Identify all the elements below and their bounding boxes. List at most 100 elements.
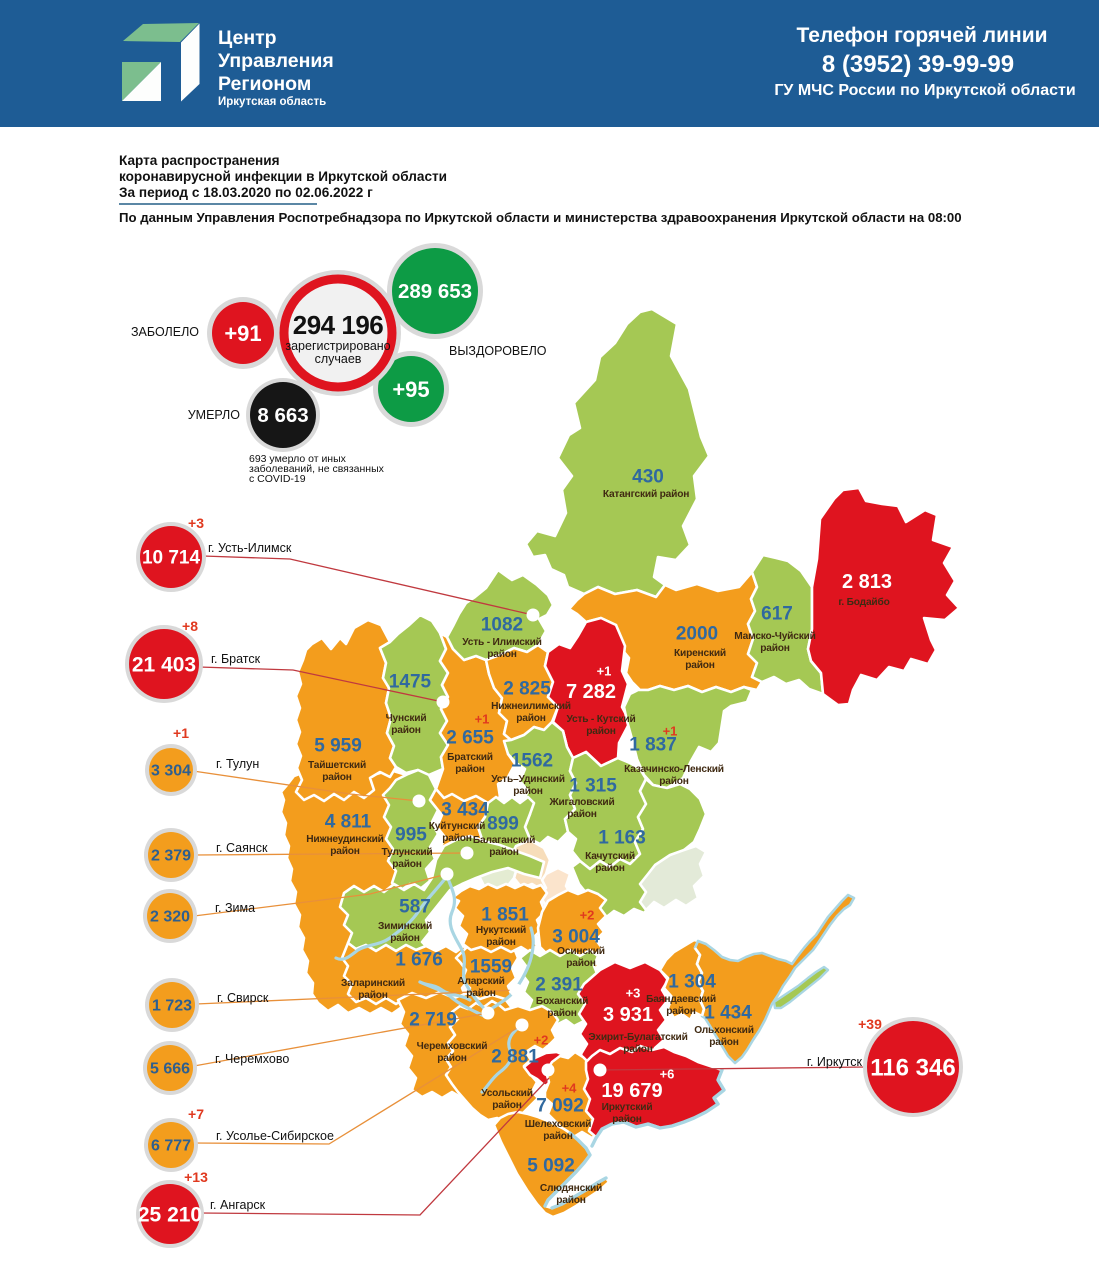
svg-text:899: 899	[487, 814, 519, 835]
svg-text:3 304: 3 304	[151, 763, 191, 780]
svg-text:+4: +4	[562, 1081, 578, 1096]
svg-text:с COVID-19: с COVID-19	[249, 473, 306, 485]
svg-text:5 959: 5 959	[314, 736, 362, 757]
svg-text:1 851: 1 851	[481, 905, 529, 926]
svg-text:8 (3952) 39-99-99: 8 (3952) 39-99-99	[822, 51, 1014, 78]
svg-text:Центр: Центр	[218, 27, 277, 49]
svg-text:5 666: 5 666	[150, 1061, 190, 1078]
svg-text:+2: +2	[580, 908, 595, 923]
svg-text:Нижнеудинский: Нижнеудинский	[306, 834, 384, 845]
svg-text:2 719: 2 719	[409, 1010, 457, 1031]
svg-text:Заларинский: Заларинский	[341, 978, 405, 989]
svg-text:Усть - Кутский: Усть - Кутский	[566, 714, 635, 725]
svg-text:Братский: Братский	[447, 752, 493, 763]
svg-text:район: район	[455, 764, 485, 775]
svg-text:2 825: 2 825	[503, 679, 551, 700]
svg-text:+2: +2	[534, 1033, 549, 1048]
svg-text:район: район	[390, 933, 420, 944]
svg-text:район: район	[489, 847, 519, 858]
svg-text:Казачинско-Ленский: Казачинско-Ленский	[624, 764, 724, 775]
svg-text:+1: +1	[173, 725, 189, 741]
svg-text:+1: +1	[663, 724, 678, 739]
svg-text:г. Ангарск: г. Ангарск	[210, 1198, 266, 1212]
svg-text:+13: +13	[184, 1169, 208, 1185]
svg-text:3 434: 3 434	[441, 800, 489, 821]
svg-text:г. Черемхово: г. Черемхово	[215, 1052, 289, 1066]
svg-text:7 092: 7 092	[536, 1096, 584, 1117]
svg-text:район: район	[437, 1053, 467, 1064]
svg-text:район: район	[566, 958, 596, 969]
svg-text:район: район	[492, 1100, 522, 1111]
svg-text:116 346: 116 346	[870, 1054, 955, 1081]
svg-text:1 315: 1 315	[569, 776, 617, 797]
svg-text:+6: +6	[660, 1067, 675, 1082]
svg-text:2 813: 2 813	[842, 571, 892, 593]
svg-text:заболеваний, не связанных: заболеваний, не связанных	[249, 463, 385, 475]
svg-text:район: район	[392, 859, 422, 870]
svg-text:430: 430	[632, 467, 664, 488]
svg-text:район: район	[659, 776, 689, 787]
svg-text:1 163: 1 163	[598, 828, 646, 849]
svg-text:Нукутский: Нукутский	[476, 925, 526, 936]
svg-text:Боханский: Боханский	[536, 996, 588, 1007]
svg-text:4 811: 4 811	[325, 812, 372, 833]
svg-text:1 304: 1 304	[668, 972, 716, 993]
svg-text:+8: +8	[182, 618, 198, 634]
svg-text:район: район	[612, 1114, 642, 1125]
svg-text:Киренский: Киренский	[674, 648, 726, 659]
svg-text:2 379: 2 379	[151, 848, 191, 865]
svg-text:г. Бодайбо: г. Бодайбо	[838, 596, 889, 608]
svg-text:+3: +3	[626, 986, 641, 1001]
svg-text:зарегистрировано: зарегистрировано	[285, 339, 390, 353]
svg-text:289 653: 289 653	[398, 280, 472, 303]
svg-text:район: район	[666, 1006, 696, 1017]
svg-text:г. Усолье-Сибирское: г. Усолье-Сибирское	[216, 1129, 334, 1143]
svg-text:+1: +1	[597, 664, 612, 679]
svg-text:Черемховский: Черемховский	[417, 1041, 488, 1052]
svg-text:район: район	[442, 833, 472, 844]
svg-text:ВЫЗДОРОВЕЛО: ВЫЗДОРОВЕЛО	[449, 344, 547, 358]
svg-text:2 655: 2 655	[446, 728, 494, 749]
svg-text:Осинский: Осинский	[557, 946, 605, 957]
svg-text:1 837: 1 837	[629, 735, 677, 756]
svg-text:За период с 18.03.2020 по 02.0: За период с 18.03.2020 по 02.06.2022 г	[119, 185, 373, 200]
svg-text:10 714: 10 714	[142, 548, 201, 569]
svg-text:Регионом: Регионом	[218, 73, 311, 95]
svg-text:г. Саянск: г. Саянск	[216, 841, 268, 855]
svg-text:Иркутский: Иркутский	[602, 1102, 653, 1113]
svg-text:Усть - Илимский: Усть - Илимский	[462, 637, 541, 648]
svg-text:Чунский: Чунский	[386, 713, 427, 724]
svg-text:район: район	[586, 726, 616, 737]
svg-text:617: 617	[761, 604, 793, 625]
svg-text:693 умерло от иных: 693 умерло от иных	[249, 453, 347, 465]
svg-text:1475: 1475	[389, 672, 432, 693]
svg-text:995: 995	[395, 825, 427, 846]
svg-text:район: район	[685, 660, 715, 671]
svg-text:г. Свирск: г. Свирск	[217, 991, 269, 1005]
svg-text:район: район	[623, 1044, 653, 1055]
svg-text:район: район	[466, 988, 496, 999]
svg-text:294 196: 294 196	[293, 310, 384, 340]
svg-text:1 676: 1 676	[395, 950, 443, 971]
svg-text:1 723: 1 723	[152, 998, 192, 1015]
svg-text:2 881: 2 881	[491, 1047, 539, 1068]
svg-text:район: район	[358, 990, 388, 1001]
svg-text:УМЕРЛО: УМЕРЛО	[188, 408, 241, 422]
svg-text:район: район	[513, 786, 543, 797]
svg-text:район: район	[547, 1008, 577, 1019]
svg-text:район: район	[486, 937, 516, 948]
svg-text:Качутский: Качутский	[585, 851, 635, 862]
svg-text:1 434: 1 434	[704, 1003, 752, 1024]
svg-text:+1: +1	[475, 712, 490, 727]
svg-text:район: район	[567, 809, 597, 820]
svg-text:Зиминский: Зиминский	[378, 921, 432, 932]
svg-text:район: район	[330, 846, 360, 857]
svg-text:5 092: 5 092	[527, 1156, 575, 1177]
svg-text:Карта распространения: Карта распространения	[119, 153, 280, 168]
svg-text:Слюдянский: Слюдянский	[540, 1183, 602, 1194]
svg-text:Тулунский: Тулунский	[381, 847, 432, 858]
svg-text:3 931: 3 931	[603, 1004, 653, 1026]
svg-text:Жигаловский: Жигаловский	[548, 797, 614, 808]
svg-text:Иркутская область: Иркутская область	[218, 96, 326, 108]
svg-text:г. Усть-Илимск: г. Усть-Илимск	[208, 541, 292, 555]
